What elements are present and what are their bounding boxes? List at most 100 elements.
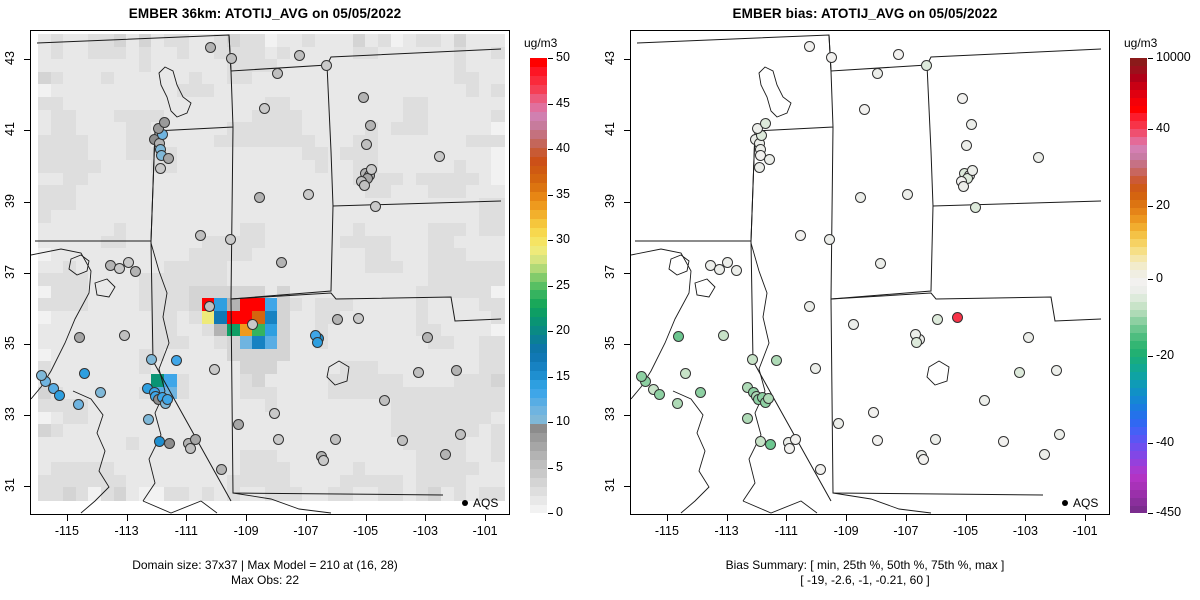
x-axis-tick: [1085, 515, 1087, 521]
raster-cell: [88, 96, 102, 111]
raster-cell: [88, 59, 102, 73]
raster-cell: [315, 185, 329, 199]
colorbar-segment: [1130, 285, 1147, 294]
colorbar-tick: [548, 194, 553, 196]
raster-cell: [126, 96, 140, 111]
raster-cell: [340, 96, 354, 111]
observation-point: [997, 436, 1009, 448]
raster-cell: [277, 222, 291, 237]
raster-cell: [478, 96, 492, 111]
raster-cell: [378, 109, 392, 123]
raster-cell: [340, 134, 354, 148]
x-axis-label: -111: [774, 524, 798, 538]
raster-cell: [75, 46, 89, 60]
y-axis-label: 37: [603, 264, 617, 279]
caption-bias-line2: [ -19, -2.6, -1, -0.21, 60 ]: [800, 573, 930, 587]
colorbar-segment: [530, 504, 547, 514]
raster-cell: [38, 34, 52, 48]
raster-cell: [138, 109, 152, 123]
raster-cell: [441, 71, 455, 85]
colorbar-tick: [548, 58, 553, 59]
raster-cell: [138, 185, 152, 199]
raster-cell: [453, 248, 467, 262]
colorbar-segment: [530, 84, 547, 95]
raster-cell: [315, 71, 329, 85]
observation-point: [454, 428, 466, 440]
raster-cell: [126, 71, 140, 85]
raster-cell: [113, 71, 127, 85]
observation-point: [189, 434, 201, 446]
y-axis-label: 41: [3, 122, 17, 137]
y-axis-label: 37: [3, 264, 17, 279]
raster-cell: [428, 109, 442, 123]
raster-cell: [403, 222, 417, 237]
raster-cell: [63, 84, 77, 98]
raster-cell: [239, 210, 253, 224]
raster-cell: [100, 210, 115, 224]
raster-cell: [226, 84, 241, 98]
raster-cell: [252, 159, 266, 174]
raster-cell: [478, 134, 492, 148]
raster-cell: [453, 46, 467, 60]
raster-cell: [466, 235, 480, 249]
raster-cell: [390, 84, 404, 98]
raster-cell: [126, 159, 140, 174]
raster-cell: [214, 122, 228, 136]
page-title-model: EMBER 36km: ATOTIJ_AVG on 05/05/2022: [128, 6, 402, 21]
colorbar-tick: [548, 285, 553, 287]
raster-cell: [478, 222, 492, 237]
raster-cell: [75, 210, 89, 224]
colorbar-segment: [1130, 458, 1147, 467]
colorbar-segment: [1130, 481, 1147, 490]
raster-cell: [277, 172, 291, 186]
raster-cell: [252, 248, 266, 262]
x-axis-tick: [726, 515, 728, 521]
raster-cell: [428, 197, 442, 211]
colorbar-tick: [1148, 205, 1153, 207]
observation-point: [258, 103, 270, 115]
raster-cell: [277, 235, 291, 249]
raster-cell: [491, 210, 505, 224]
raster-cell: [138, 248, 152, 262]
colorbar-tick-label: -40: [1156, 434, 1175, 449]
raster-cell: [151, 235, 165, 249]
raster-cell: [163, 96, 178, 111]
raster-cell: [138, 134, 152, 148]
colorbar-segment: [1130, 403, 1147, 412]
raster-cell: [176, 260, 190, 274]
raster-cell: [264, 235, 278, 249]
raster-cell: [126, 222, 140, 237]
raster-cell: [201, 84, 215, 98]
raster-cell: [100, 147, 115, 161]
raster-cell: [252, 260, 266, 274]
raster-cell: [38, 46, 52, 60]
raster-cell: [302, 248, 316, 262]
observation-point: [369, 201, 381, 212]
aqs-legend-bias: AQS: [1062, 496, 1098, 510]
colorbar-tick: [548, 240, 553, 241]
raster-cell: [38, 222, 52, 237]
raster-cell: [88, 46, 102, 60]
model-raster-grid: [38, 34, 505, 501]
raster-cell: [390, 185, 404, 199]
y-axis-label: 35: [3, 335, 17, 350]
raster-cell: [75, 109, 89, 123]
raster-cell: [239, 84, 253, 98]
raster-cell: [378, 172, 392, 186]
raster-cell: [151, 59, 165, 73]
raster-cell: [75, 71, 89, 85]
raster-cell: [113, 84, 127, 98]
colorbar-segment: [1130, 395, 1147, 404]
raster-cell: [252, 147, 266, 161]
raster-cell: [491, 248, 505, 262]
colorbar-segment: [530, 58, 547, 68]
raster-cell: [378, 96, 392, 111]
colorbar-tick-label: 10000: [1156, 50, 1191, 64]
raster-cell: [176, 96, 190, 111]
raster-cell: [403, 235, 417, 249]
raster-cell: [453, 59, 467, 73]
raster-cell: [378, 34, 392, 48]
raster-cell: [138, 59, 152, 73]
raster-cell: [126, 59, 140, 73]
